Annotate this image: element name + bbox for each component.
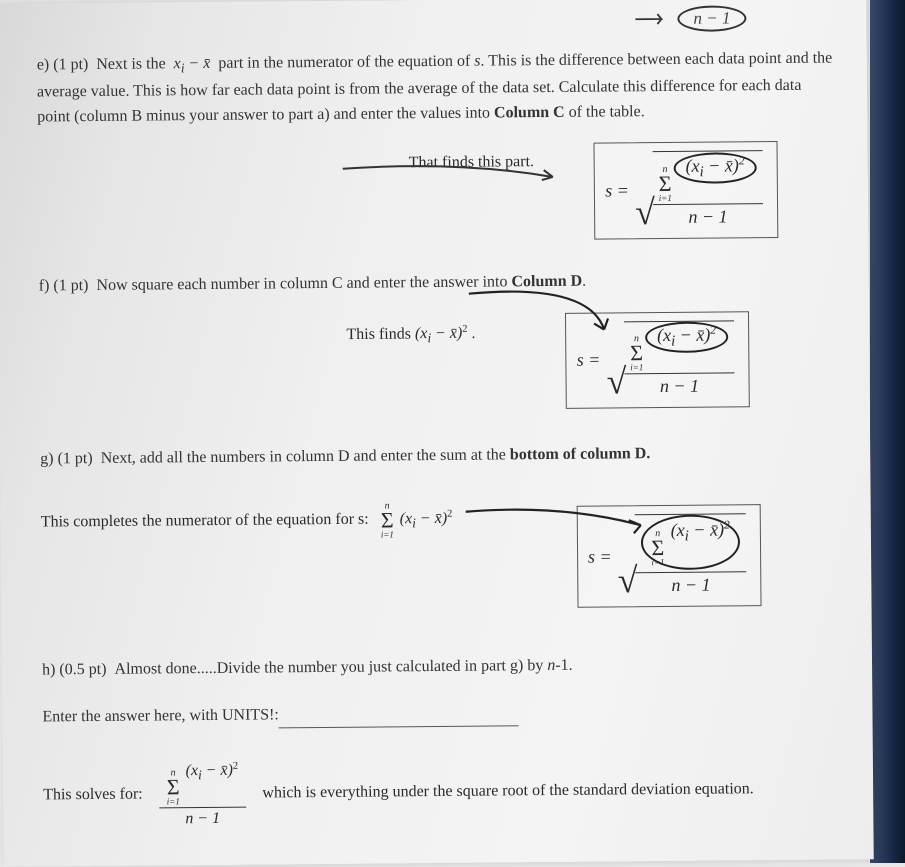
s-equals: s =	[605, 180, 629, 201]
solves-for-row: This solves for: nΣi=1 (xi − x̄)2 n − 1 …	[43, 753, 844, 831]
mid-g: This completes the numerator of the equa…	[40, 483, 841, 612]
solves-lead: This solves for:	[43, 786, 143, 805]
label-e: e) (1 pt)	[37, 56, 89, 73]
circled-term-e: (xi − x̄)2	[673, 152, 756, 183]
mid-text-e: That finds this part.	[409, 144, 535, 173]
mid-text-g: This completes the numerator of the equa…	[40, 487, 452, 541]
denom-f: n − 1	[654, 374, 705, 399]
question-h: h) (0.5 pt) Almost done.....Divide the n…	[42, 652, 842, 684]
denom-e: n − 1	[682, 204, 733, 229]
label-f: f) (1 pt)	[39, 277, 89, 294]
mid-f: This finds (xi − x̄)2 . s = √ nΣi=1(xi −…	[39, 310, 840, 413]
enter-answer: Enter the answer here, with UNITS!:	[42, 698, 842, 730]
worksheet-page: n − 1 e) (1 pt) Next is the xi − x̄ part…	[0, 0, 874, 867]
mid-e: That finds this part. s = √ nΣi=1(xi − x…	[38, 141, 839, 244]
circled-term-g: nΣi=1 (xi − x̄)2	[641, 515, 740, 571]
formula-box-f: s = √ nΣi=1(xi − x̄)2 n − 1	[565, 311, 749, 409]
denom-g: n − 1	[665, 573, 716, 598]
label-g: g) (1 pt)	[40, 450, 93, 467]
question-f: f) (1 pt) Now square each number in colu…	[39, 267, 839, 299]
top-fragment: n − 1	[633, 5, 746, 32]
page-edge	[870, 0, 905, 863]
bold-g: bottom of column D.	[510, 445, 651, 463]
n-minus-1-oval: n − 1	[677, 5, 746, 32]
answer-blank[interactable]	[279, 708, 519, 728]
question-e: e) (1 pt) Next is the xi − x̄ part in th…	[37, 46, 838, 129]
s-equals-g: s =	[588, 546, 612, 567]
formula-box-e: s = √ nΣi=1(xi − x̄)2 n − 1	[594, 141, 778, 239]
circled-term-f: (xi − x̄)2	[645, 322, 728, 353]
solves-trail: which is everything under the square roo…	[262, 781, 754, 803]
s-equals-f: s =	[577, 350, 601, 371]
solves-fraction: nΣi=1 (xi − x̄)2 n − 1	[158, 758, 246, 830]
label-h: h) (0.5 pt)	[42, 661, 107, 679]
mid-text-f: This finds (xi − x̄)2 .	[346, 313, 475, 347]
question-g: g) (1 pt) Next, add all the numbers in c…	[40, 440, 840, 472]
formula-box-g: s = √ nΣi=1 (xi − x̄)2 n − 1	[577, 504, 762, 608]
